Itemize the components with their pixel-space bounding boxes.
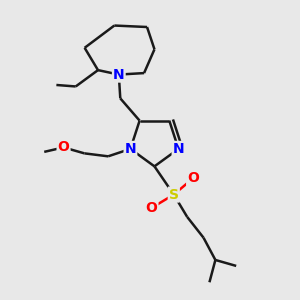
Text: N: N: [173, 142, 184, 156]
Text: O: O: [58, 140, 70, 154]
Text: O: O: [187, 171, 199, 185]
Text: O: O: [146, 201, 158, 215]
Text: S: S: [169, 188, 179, 202]
Text: N: N: [124, 142, 136, 156]
Text: N: N: [113, 68, 124, 82]
